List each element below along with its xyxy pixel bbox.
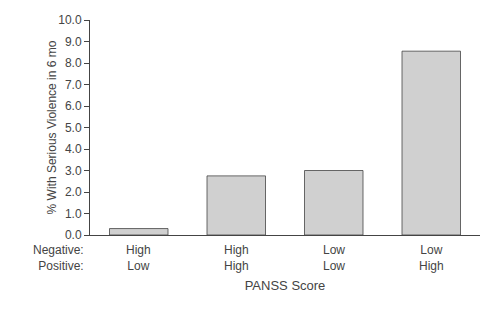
svg-text:2.0: 2.0 xyxy=(65,185,82,199)
svg-text:HighHigh: HighHigh xyxy=(224,243,249,273)
svg-text:LowLow: LowLow xyxy=(323,243,345,273)
svg-text:Negative:Positive:: Negative:Positive: xyxy=(33,243,84,273)
svg-text:5.0: 5.0 xyxy=(65,121,82,135)
svg-text:3.0: 3.0 xyxy=(65,164,82,178)
svg-text:10.0: 10.0 xyxy=(58,13,82,27)
svg-text:9.0: 9.0 xyxy=(65,35,82,49)
svg-text:6.0: 6.0 xyxy=(65,99,82,113)
svg-text:7.0: 7.0 xyxy=(65,78,82,92)
svg-text:PANSS Score: PANSS Score xyxy=(245,278,326,293)
svg-text:% With Serious Violence in 6 m: % With Serious Violence in 6 mo xyxy=(45,40,59,214)
svg-text:0.0: 0.0 xyxy=(65,228,82,242)
svg-text:4.0: 4.0 xyxy=(65,142,82,156)
svg-text:HighLow: HighLow xyxy=(126,243,151,273)
svg-text:LowHigh: LowHigh xyxy=(419,243,444,273)
svg-text:8.0: 8.0 xyxy=(65,56,82,70)
svg-text:1.0: 1.0 xyxy=(65,207,82,221)
